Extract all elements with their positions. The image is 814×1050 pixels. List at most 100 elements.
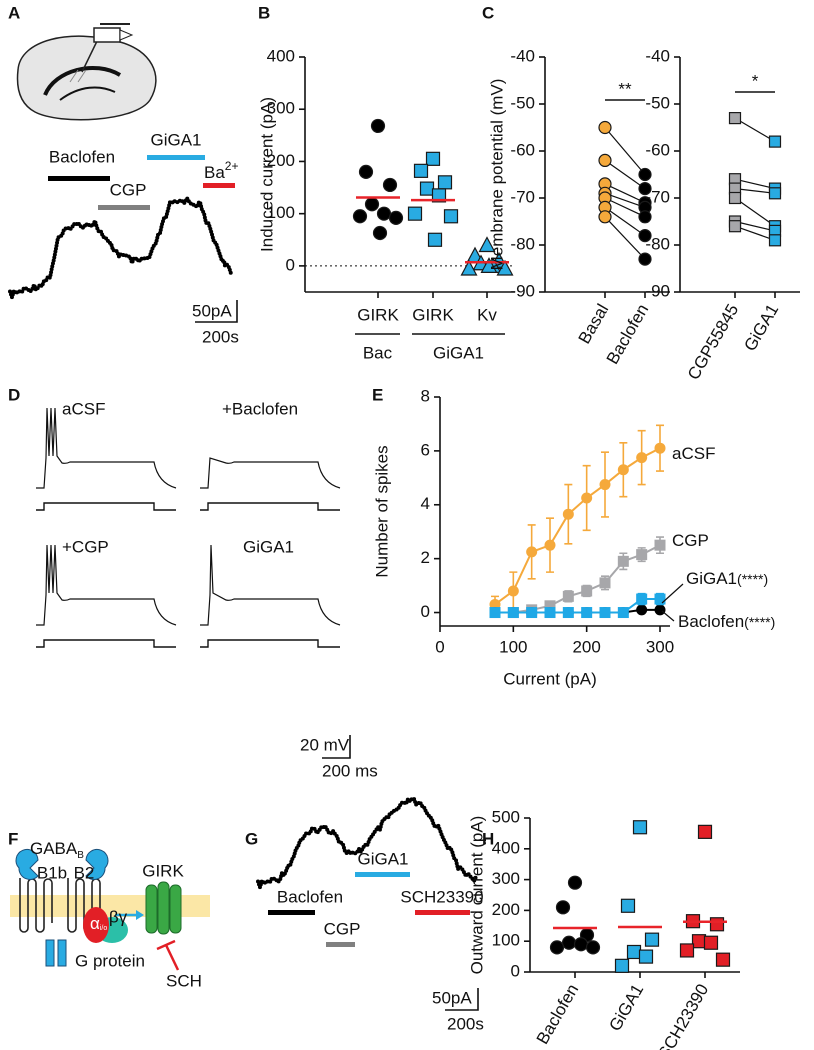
- marker: [636, 549, 648, 561]
- marker: [617, 607, 629, 619]
- marker: [638, 167, 652, 182]
- y-tick-label: 300: [492, 869, 520, 888]
- label-connector: [661, 610, 675, 622]
- y-tick-label: 8: [421, 386, 430, 405]
- marker: [728, 220, 742, 233]
- y-tick-label: 400: [267, 46, 295, 65]
- marker: [573, 937, 589, 952]
- y-tick-label: 100: [267, 203, 295, 222]
- marker: [489, 607, 501, 619]
- y-tick-label: -50: [645, 93, 670, 112]
- y-tick-label: 400: [492, 838, 520, 857]
- scale-bars: [195, 300, 479, 1011]
- x-tick-label: GiGA1: [740, 301, 782, 355]
- marker: [372, 225, 388, 241]
- marker: [636, 452, 648, 464]
- trace-acsf: [36, 407, 177, 489]
- marker: [581, 492, 593, 504]
- panel-letter: G: [245, 829, 258, 848]
- trace-cgp-step: [36, 639, 176, 648]
- marker: [562, 508, 574, 520]
- marker: [443, 209, 459, 224]
- marker: [364, 197, 380, 212]
- label: GiGA1: [150, 130, 201, 149]
- panel-letter: D: [8, 385, 20, 404]
- label: 20 mV: [300, 735, 350, 754]
- y-tick-label: 200: [267, 151, 295, 170]
- trace-giga1: [200, 544, 341, 626]
- pair-line: [734, 178, 776, 190]
- trace-a: [8, 194, 233, 304]
- drug-bar: [326, 942, 355, 947]
- marker: [654, 604, 666, 616]
- marker: [638, 210, 652, 224]
- y-tick-label: 0: [421, 602, 430, 621]
- y-tick-label: 300: [267, 99, 295, 118]
- marker: [431, 188, 447, 203]
- pair-line: [604, 183, 646, 204]
- y-tick-label: -50: [510, 93, 535, 112]
- marker: [598, 120, 612, 135]
- marker: [581, 607, 593, 619]
- marker: [562, 590, 574, 602]
- label: GIRK: [142, 861, 184, 880]
- drug-bar: [268, 910, 315, 915]
- marker: [632, 820, 648, 835]
- marker: [581, 585, 593, 597]
- trace-baclofen-step: [200, 502, 340, 511]
- label: 200s: [447, 1014, 484, 1033]
- pair-line: [734, 188, 776, 194]
- marker: [544, 607, 556, 619]
- marker: [561, 935, 577, 950]
- x-tick-label: Baclofen: [533, 981, 583, 1048]
- series-label: aCSF: [672, 444, 715, 463]
- drug-bar: [415, 910, 470, 915]
- y-tick-label: 4: [421, 494, 430, 513]
- y-tick-label: -80: [510, 234, 535, 253]
- marker: [599, 577, 611, 589]
- barium-charge: 2+: [225, 159, 239, 173]
- group-label: Bac: [363, 343, 393, 362]
- label-connector: [661, 583, 684, 604]
- marker: [728, 111, 742, 125]
- pair-line: [604, 192, 646, 208]
- series-line: [495, 598, 660, 614]
- panel-letter: B: [258, 3, 270, 22]
- x-tick-label: SCH23390: [654, 981, 712, 1050]
- y-axis-label: Induced current (pA): [257, 97, 276, 252]
- y-axis-label: Number of spikes: [372, 445, 391, 577]
- marker: [626, 944, 642, 960]
- marker: [376, 206, 392, 221]
- label: SCH23390: [400, 887, 483, 906]
- y-tick-label: 100: [492, 931, 520, 950]
- label: CGP: [110, 180, 147, 199]
- label: SCH: [166, 971, 202, 990]
- label: 50pA: [192, 301, 232, 320]
- significance: *: [752, 71, 759, 90]
- y-tick-label: 500: [492, 807, 520, 826]
- y-tick-label: -90: [645, 281, 670, 300]
- series-name: GiGA1: [686, 569, 737, 588]
- series-line: [495, 544, 661, 614]
- y-tick-label: -60: [645, 140, 670, 159]
- marker: [598, 210, 612, 224]
- x-tick-label: CGP55845: [684, 301, 743, 383]
- label: aCSF: [62, 399, 105, 418]
- label: GiGA1: [243, 537, 294, 556]
- x-tick-label: Basal: [575, 301, 613, 347]
- label: +Baclofen: [222, 399, 298, 418]
- marker: [636, 604, 648, 616]
- label: 200s: [202, 327, 239, 346]
- trace-cgp: [36, 544, 177, 626]
- series-name: CGP: [672, 531, 709, 550]
- y-tick-label: -40: [510, 46, 535, 65]
- marker: [679, 943, 695, 958]
- series-significance: (****): [737, 571, 768, 587]
- marker: [620, 898, 636, 913]
- marker: [709, 917, 725, 932]
- x-tick-label: 300: [646, 637, 674, 656]
- panel-letter: E: [372, 385, 383, 404]
- marker: [480, 257, 498, 273]
- x-tick-label: Kv: [477, 305, 497, 324]
